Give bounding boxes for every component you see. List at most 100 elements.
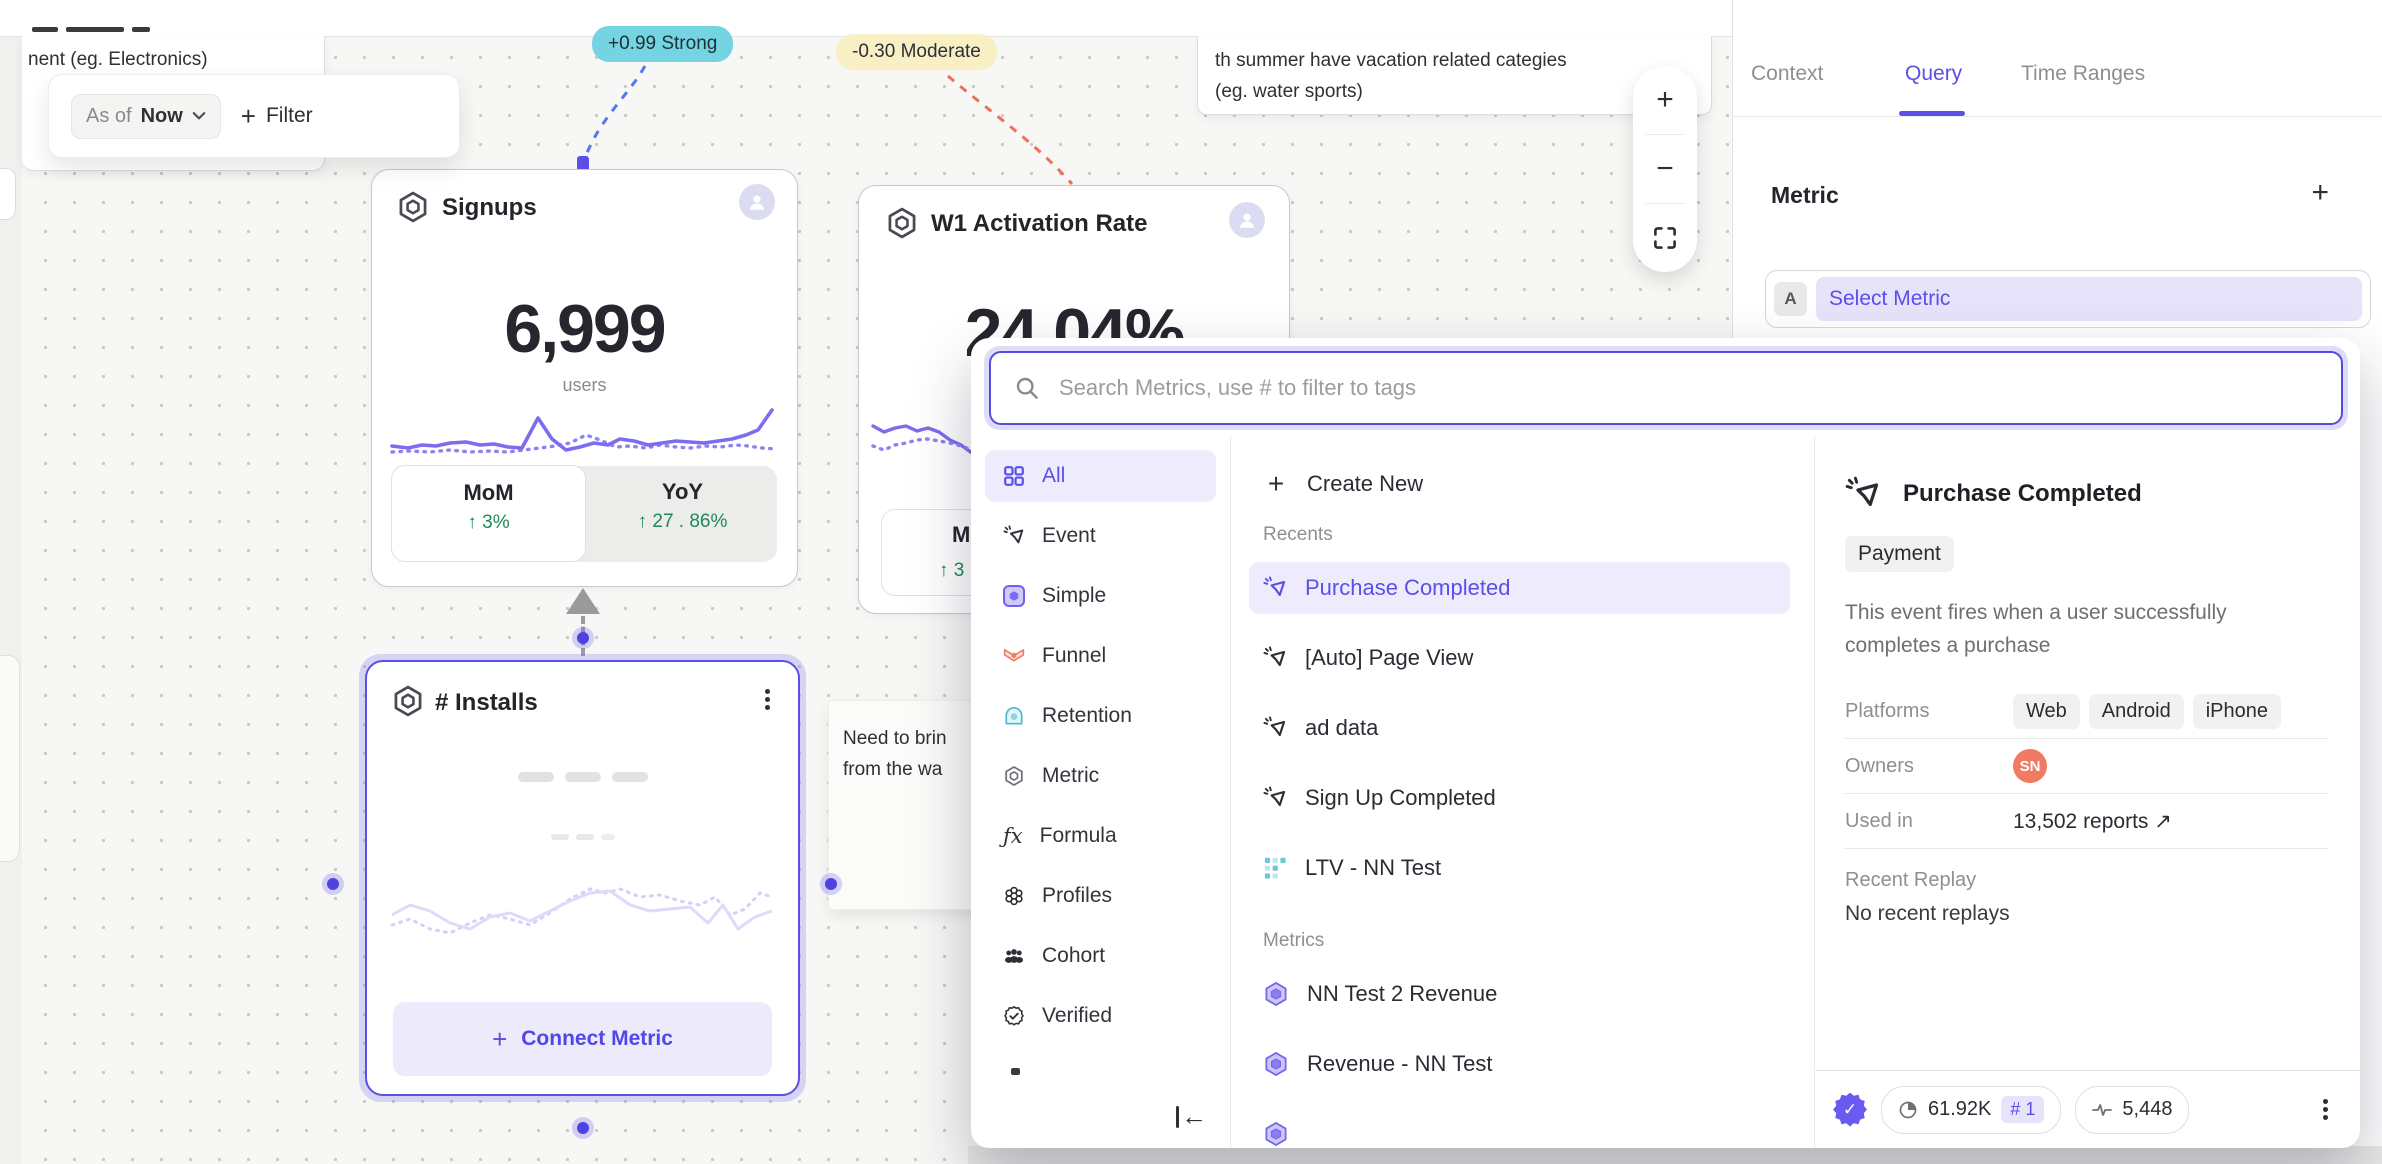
category-all[interactable]: All: [985, 450, 1216, 502]
note-line: nent (eg. Electronics): [28, 49, 208, 70]
connection-anchor[interactable]: [572, 627, 594, 649]
plus-icon: +: [492, 1023, 508, 1054]
kebab-menu-icon[interactable]: [2323, 1096, 2328, 1123]
zoom-in-button[interactable]: +: [1633, 66, 1697, 134]
platforms-row: Platforms Web Android iPhone: [1845, 684, 2328, 739]
recent-replay-value: No recent replays: [1845, 902, 2010, 925]
category-label: Cohort: [1042, 944, 1106, 967]
list-item-label: LTV - NN Test: [1305, 855, 1442, 880]
platform-tag: Android: [2088, 693, 2184, 729]
connect-metric-button[interactable]: + Connect Metric: [393, 1002, 772, 1076]
detail-tag[interactable]: Payment: [1845, 536, 1954, 572]
filter-button[interactable]: + Filter: [241, 101, 313, 132]
list-item-nn-test-2-revenue[interactable]: NN Test 2 Revenue: [1249, 968, 1790, 1020]
collapse-panel-icon[interactable]: ←: [1176, 1101, 1207, 1132]
sticky-note-mid[interactable]: Need to brin from the wa: [828, 700, 990, 910]
kebab-menu-icon[interactable]: [765, 686, 770, 713]
canvas-toolbar: As of Now + Filter: [48, 74, 460, 158]
metric-clause-row[interactable]: A Select Metric: [1765, 270, 2371, 328]
clipped-text-fragment: [66, 27, 124, 32]
category-label: Metric: [1042, 764, 1100, 787]
fit-screen-button[interactable]: [1633, 204, 1697, 272]
events-count: 5,448: [2122, 1098, 2173, 1120]
activation-sparkline: [871, 424, 985, 460]
list-item-ad-data[interactable]: ad data: [1249, 702, 1790, 754]
tab-time-ranges[interactable]: Time Ranges: [2021, 62, 2146, 85]
connection-anchor[interactable]: [322, 873, 344, 895]
event-spark-icon: [1263, 576, 1287, 600]
pulse-icon: [2092, 1100, 2112, 1120]
list-item-revenue-nn-test[interactable]: Revenue - NN Test: [1249, 1038, 1790, 1090]
list-item-auto-page-view[interactable]: [Auto] Page View: [1249, 632, 1790, 684]
category-formula[interactable]: ƒx Formula: [985, 810, 1216, 862]
queries-count-pill[interactable]: 61.92K # 1: [1881, 1085, 2062, 1134]
skeleton-row: [367, 772, 798, 782]
category-retention[interactable]: Retention: [985, 690, 1216, 742]
connection-anchor-top[interactable]: [577, 156, 589, 172]
connection-anchor[interactable]: [572, 1117, 594, 1139]
card-installs[interactable]: # Installs + Connect Metric: [365, 660, 800, 1096]
sticky-note-top[interactable]: th summer have vacation related categies…: [1197, 36, 1712, 115]
add-metric-button[interactable]: +: [2311, 176, 2329, 209]
tab-context[interactable]: Context: [1751, 62, 1824, 85]
plus-icon: +: [240, 100, 256, 131]
search-input[interactable]: [1057, 374, 2317, 402]
metrics-list-column: + Create New Recents Purchase Completed …: [1231, 436, 1815, 1148]
category-simple[interactable]: Simple: [985, 570, 1216, 622]
note-line: Need to brin: [843, 728, 947, 749]
collapsed-panel-fragment: [0, 655, 20, 862]
category-label: Retention: [1042, 704, 1132, 727]
clause-letter: A: [1774, 282, 1807, 316]
mom-delta: ↑ 3: [939, 560, 965, 581]
as-of-dropdown[interactable]: As of Now: [71, 93, 221, 139]
metric-footer-bar: ✓ 61.92K # 1 5,448: [1815, 1070, 2360, 1148]
avatar: [1229, 202, 1265, 238]
events-count-pill[interactable]: 5,448: [2075, 1085, 2190, 1134]
correlation-badge-moderate[interactable]: -0.30 Moderate: [836, 34, 997, 70]
list-item-sign-up-completed[interactable]: Sign Up Completed: [1249, 772, 1790, 824]
zoom-out-button[interactable]: −: [1633, 135, 1697, 203]
event-spark-icon: [1263, 716, 1287, 740]
category-label: Simple: [1042, 584, 1107, 607]
active-tab-underline: [1899, 111, 1965, 116]
category-column: All Event Simple Funnel Retention Metric…: [971, 436, 1231, 1148]
used-in-link[interactable]: 13,502 reports ↗: [2013, 809, 2172, 833]
verified-badge-icon[interactable]: ✓: [1833, 1092, 1867, 1127]
mom-label: MoM: [463, 480, 514, 505]
category-verified[interactable]: Verified: [985, 990, 1216, 1042]
category-cohort[interactable]: Cohort: [985, 930, 1216, 982]
list-item-label: NN Test 2 Revenue: [1307, 981, 1498, 1006]
search-wrap: [984, 346, 2348, 430]
card-signups[interactable]: Signups 6,999 users MoM ↑ 3% YoY ↑ 27 . …: [371, 169, 798, 587]
board-icon: [1263, 856, 1287, 880]
select-metric-slot[interactable]: Select Metric: [1816, 277, 2362, 321]
list-item-label: ad data: [1305, 715, 1379, 740]
tab-query[interactable]: Query: [1905, 62, 1963, 85]
avatar: [739, 184, 775, 220]
category-metric[interactable]: Metric: [985, 750, 1216, 802]
verified-icon: [1003, 1005, 1025, 1027]
clipped-text-fragment: [132, 27, 150, 32]
connection-anchor[interactable]: [820, 873, 842, 895]
correlation-badge-strong[interactable]: +0.99 Strong: [592, 26, 734, 62]
category-profiles[interactable]: Profiles: [985, 870, 1216, 922]
list-item-purchase-completed[interactable]: Purchase Completed: [1249, 562, 1790, 614]
left-arrow-icon: ←: [1181, 1101, 1207, 1131]
owner-avatar[interactable]: SN: [2013, 749, 2047, 783]
metric-hexagon-icon: [1263, 1051, 1289, 1077]
create-new-button[interactable]: + Create New: [1249, 458, 1790, 510]
pie-icon: [1898, 1100, 1918, 1120]
category-funnel[interactable]: Funnel: [985, 630, 1216, 682]
as-of-value: Now: [140, 104, 183, 127]
mom-segment[interactable]: MoM ↑ 3%: [391, 465, 586, 562]
as-of-label: As of: [86, 104, 132, 127]
category-event[interactable]: Event: [985, 510, 1216, 562]
list-item-ltv-nn-test[interactable]: LTV - NN Test: [1249, 842, 1790, 894]
yoy-segment[interactable]: YoY ↑ 27 . 86%: [588, 466, 777, 562]
clipped-text-fragment: [32, 27, 58, 32]
platforms-label: Platforms: [1845, 699, 1930, 722]
metric-selector-modal: All Event Simple Funnel Retention Metric…: [971, 338, 2360, 1148]
category-label: Formula: [1039, 824, 1117, 847]
left-edge-strip: [0, 36, 22, 1164]
